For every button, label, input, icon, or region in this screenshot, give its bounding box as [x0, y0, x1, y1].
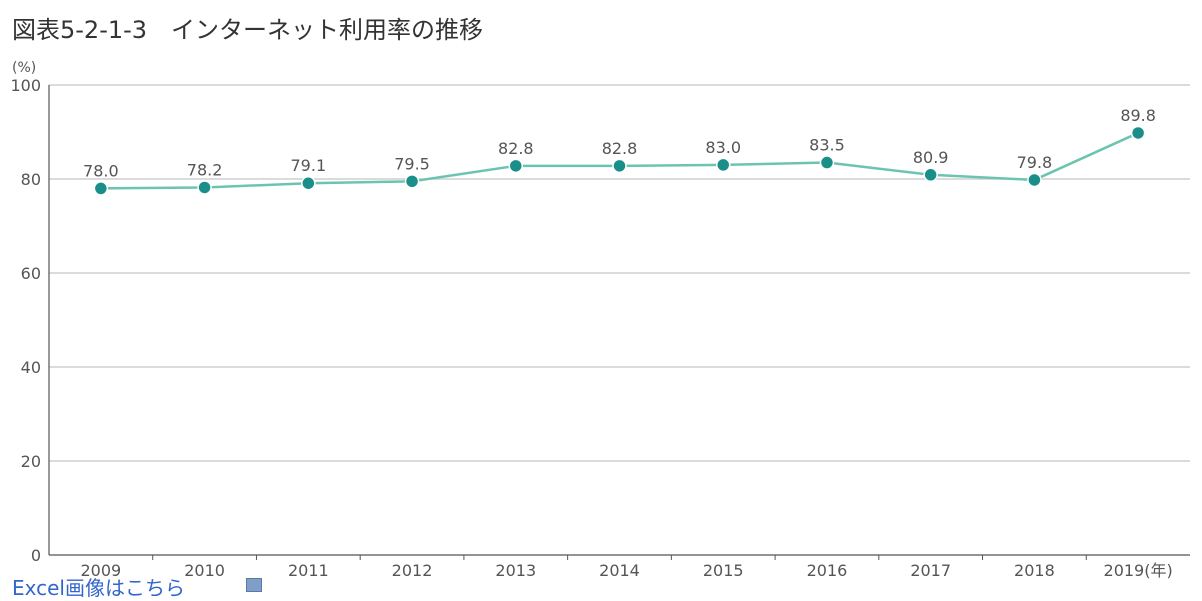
data-point-2016: [819, 155, 835, 170]
x-tick-label-2009: 2009: [81, 561, 122, 580]
y-tick-label-100: 100: [10, 76, 41, 95]
x-tick-label-2013: 2013: [495, 561, 536, 580]
excel-file-icon[interactable]: [246, 578, 262, 592]
x-tick-label-2010: 2010: [184, 561, 225, 580]
data-point-2014: [612, 158, 627, 174]
data-point-2010: [197, 180, 212, 195]
data-label-2010: 78.2: [187, 160, 223, 179]
y-tick-label-80: 80: [21, 170, 41, 189]
x-tick-label-2018: 2018: [1014, 561, 1055, 580]
y-tick-label-0: 0: [31, 546, 41, 565]
data-point-2018: [1027, 172, 1042, 188]
data-point-2013: [508, 158, 524, 174]
data-label-2017: 80.9: [913, 148, 949, 167]
data-label-2011: 79.1: [291, 156, 327, 175]
y-axis-unit: (%): [12, 60, 36, 76]
page-title: 図表5-2-1-3 インターネット利用率の推移: [12, 16, 484, 44]
y-tick-label-60: 60: [21, 264, 41, 283]
data-label-2016: 83.5: [809, 136, 845, 155]
data-label-2013: 82.8: [498, 139, 534, 158]
data-label-2018: 79.8: [1017, 153, 1053, 172]
data-point-2009: [93, 181, 109, 196]
y-tick-label-20: 20: [21, 452, 41, 471]
data-label-2019: 89.8: [1120, 106, 1156, 125]
data-point-2012: [404, 174, 420, 189]
data-label-2015: 83.0: [705, 138, 741, 157]
line-chart: 0 20 40 60 80 100(%) 2009 2010 2011 2012 2013 2014 2…: [10, 60, 1190, 580]
x-tick-label-2017: 2017: [910, 561, 951, 580]
data-point-2015: [715, 157, 731, 173]
data-point-2019: [1130, 125, 1146, 141]
x-tick-label-2012: 2012: [392, 561, 433, 580]
data-label-2014: 82.8: [602, 139, 638, 158]
data-label-2009: 78.0: [83, 161, 119, 180]
x-tick-label-2014: 2014: [599, 561, 640, 580]
data-label-2012: 79.5: [394, 154, 430, 173]
data-point-2011: [301, 175, 316, 191]
x-tick-label-2016: 2016: [807, 561, 848, 580]
data-point-2017: [923, 167, 938, 183]
excel-link[interactable]: Excel画像はこちら: [12, 576, 185, 600]
x-tick-label-2019: 2019(年): [1104, 561, 1173, 580]
x-tick-label-2015: 2015: [703, 561, 744, 580]
y-tick-label-40: 40: [21, 358, 41, 377]
x-tick-label-2011: 2011: [288, 561, 329, 580]
